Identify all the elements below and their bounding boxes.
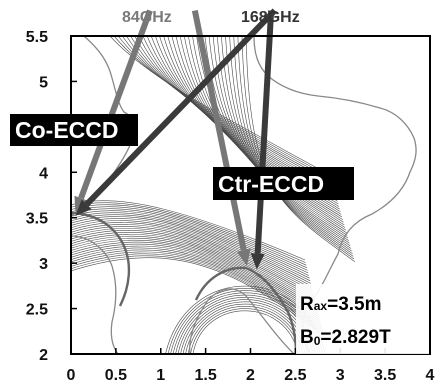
beam-arrowhead-0-1 bbox=[236, 248, 251, 266]
beam-arrowhead-1-0 bbox=[75, 199, 92, 216]
x-tick-label: 0 bbox=[67, 367, 76, 384]
contour-line bbox=[71, 212, 310, 276]
contour-line bbox=[71, 235, 317, 308]
contour-line bbox=[130, 36, 334, 189]
beam-line-1-1 bbox=[254, 10, 275, 254]
beam-line-0-0 bbox=[78, 9, 153, 200]
contour-line bbox=[109, 36, 331, 176]
x-tick-label: 4 bbox=[426, 367, 435, 384]
contour-line bbox=[225, 36, 352, 249]
contour-line bbox=[71, 233, 317, 305]
contour-line bbox=[71, 237, 318, 310]
contour-line bbox=[71, 251, 323, 328]
contour-line bbox=[71, 228, 315, 297]
contour-line bbox=[204, 36, 348, 236]
resonance-layer-right bbox=[194, 266, 298, 355]
contour-line bbox=[71, 224, 313, 292]
y-tick-label: 2.5 bbox=[26, 302, 48, 319]
resonance-layer-left bbox=[71, 211, 131, 307]
beam-line-1-0 bbox=[84, 8, 277, 207]
contour-line bbox=[192, 310, 299, 354]
x-tick-label: 1.5 bbox=[195, 367, 217, 384]
freq-label-84ghz: 84GHz bbox=[122, 9, 172, 26]
contour-line bbox=[71, 230, 315, 300]
ctr-eccd-label: Ctr-ECCD bbox=[218, 171, 324, 197]
co-eccd-tag: Co-ECCD bbox=[10, 114, 138, 146]
x-tick-label: 0.5 bbox=[105, 367, 127, 384]
device-parameters: Rax=3.5m B0=2.829T bbox=[296, 284, 429, 354]
contour-line bbox=[126, 36, 334, 186]
co-eccd-label: Co-ECCD bbox=[15, 117, 119, 143]
magnetic-field-text: B0=2.829T bbox=[300, 327, 391, 348]
contour-line bbox=[71, 243, 320, 318]
freq-label-168ghz: 168GHz bbox=[241, 9, 300, 26]
x-tick-label: 1 bbox=[156, 367, 165, 384]
contour-line bbox=[71, 232, 316, 302]
contour-line bbox=[71, 255, 324, 334]
contour-line bbox=[190, 308, 301, 354]
beam-arrowhead-1-1 bbox=[250, 253, 265, 270]
contour-line bbox=[71, 214, 310, 279]
x-tick-label: 2 bbox=[246, 367, 255, 384]
y-tick-label: 3 bbox=[39, 256, 48, 273]
y-tick-label: 4 bbox=[39, 165, 48, 182]
y-tick-label: 5.5 bbox=[26, 29, 48, 46]
x-tick-label: 3.5 bbox=[374, 367, 396, 384]
x-tick-label: 2.5 bbox=[284, 367, 306, 384]
contour-line bbox=[71, 241, 319, 315]
contour-line bbox=[71, 206, 308, 269]
contour-line bbox=[71, 208, 308, 271]
x-tick-label: 3 bbox=[336, 367, 345, 384]
plasma-boundary bbox=[71, 36, 417, 354]
y-tick-label: 3.5 bbox=[26, 211, 48, 228]
contour-line bbox=[71, 249, 322, 326]
beam-paths bbox=[74, 8, 277, 270]
y-tick-label: 5 bbox=[39, 74, 48, 91]
contour-line bbox=[71, 245, 321, 321]
contour-line bbox=[71, 210, 309, 274]
beam-line-0-1 bbox=[191, 9, 247, 251]
contour-line bbox=[71, 226, 314, 295]
contour-line bbox=[71, 239, 319, 313]
contour-line bbox=[71, 220, 312, 287]
y-tick-label: 2 bbox=[39, 347, 48, 364]
contour-line bbox=[71, 222, 313, 289]
ctr-eccd-tag: Ctr-ECCD bbox=[213, 167, 354, 200]
major-radius-text: Rax=3.5m bbox=[300, 294, 382, 315]
contour-line bbox=[71, 204, 307, 266]
